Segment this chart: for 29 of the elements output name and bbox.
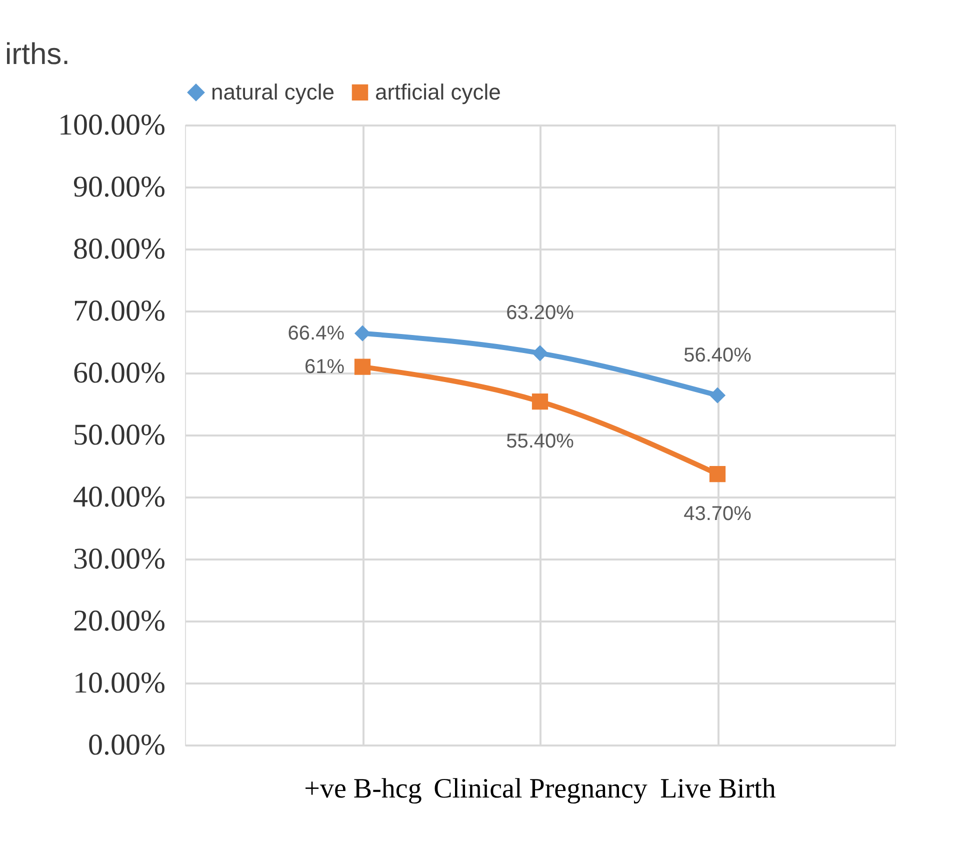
y-tick-label: 10.00% (73, 666, 166, 700)
y-tick-label: 20.00% (73, 604, 166, 638)
data-label: 43.70% (684, 503, 752, 526)
y-tick-label: 30.00% (73, 542, 166, 576)
data-label: 56.40% (684, 344, 752, 366)
data-label: 61% (304, 356, 345, 378)
point (532, 345, 548, 362)
y-tick-label: 40.00% (73, 480, 166, 514)
point (532, 393, 548, 410)
y-tick-label: 70.00% (73, 294, 166, 328)
data-label: 66.4% (288, 322, 345, 344)
y-tick-label: 60.00% (73, 356, 166, 390)
point (709, 466, 726, 482)
y-tick-label: 80.00% (73, 232, 166, 266)
data-label: 55.40% (506, 430, 574, 453)
y-tick-label: 0.00% (88, 728, 166, 762)
point (354, 358, 371, 375)
x-tick-label: Clinical Pregnancy (434, 774, 648, 804)
data-label: 63.20% (506, 302, 574, 324)
x-tick-label: Live Birth (660, 774, 776, 804)
text: irths. (5, 38, 70, 71)
y-tick-label: 100.00% (58, 108, 166, 142)
legend-label: artficial cycle (375, 79, 501, 104)
legend-label: natural cycle (211, 79, 335, 104)
point (354, 325, 371, 342)
point (709, 387, 726, 404)
y-tick-label: 90.00% (73, 170, 166, 204)
y-tick-label: 50.00% (73, 418, 166, 452)
x-tick-label: +ve B-hcg (304, 774, 422, 804)
